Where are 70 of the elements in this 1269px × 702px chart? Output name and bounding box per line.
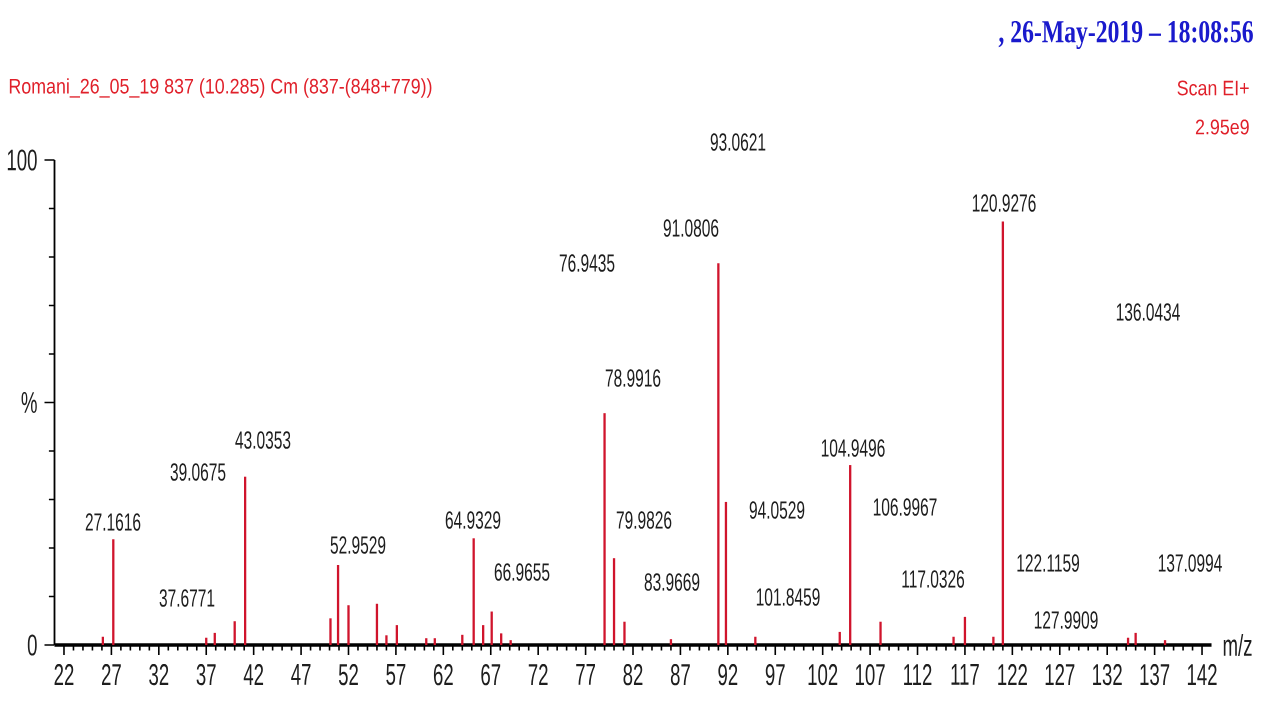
x-tick-label: 42 <box>243 664 264 685</box>
annotation: 101.8459 <box>756 588 820 606</box>
x-tick-label: 82 <box>623 664 643 686</box>
annotation: 37.6771 <box>159 589 215 607</box>
annotation: 76.9435 <box>559 254 615 272</box>
y-tick-label: 0 <box>27 634 37 656</box>
bar <box>1163 640 1167 645</box>
x-tick-label: 32 <box>149 664 169 686</box>
annotation: 83.9669 <box>644 573 700 591</box>
x-tick-label: 112 <box>904 664 932 685</box>
bar <box>879 621 882 645</box>
bar <box>952 636 955 645</box>
annotation: 27.1616 <box>85 513 141 531</box>
bar <box>754 636 757 645</box>
bar <box>992 636 995 645</box>
x-tick-label: 67 <box>481 664 501 686</box>
x-tick-label: 92 <box>718 664 738 686</box>
annotation: 94.0529 <box>749 501 805 519</box>
text: 2.95e9 <box>1195 119 1249 135</box>
annotation: 66.9655 <box>494 563 550 581</box>
annotation: 43.0353 <box>235 431 291 449</box>
annotation: 127.9909 <box>1034 611 1098 629</box>
bar <box>329 618 332 645</box>
annotation: 79.9826 <box>616 511 672 529</box>
x-tick-label: 102 <box>808 664 838 686</box>
annotation: 136.0434 <box>1116 303 1180 321</box>
x-tick-label: 87 <box>670 664 690 686</box>
x-tick-label: 62 <box>433 664 453 686</box>
x-tick-label: 27 <box>102 664 121 685</box>
annotation: 104.9496 <box>821 439 885 457</box>
x-tick-label: 117 <box>951 664 979 685</box>
annotation: 91.0806 <box>663 219 719 237</box>
bar <box>1134 632 1137 645</box>
bar <box>717 263 720 645</box>
annotation: 64.9329 <box>445 511 501 529</box>
bar <box>669 639 673 645</box>
x-tick-label: 77 <box>576 664 595 685</box>
x-axis-title: m/z <box>1223 633 1252 656</box>
annotation: 137.0994 <box>1158 554 1222 572</box>
x-tick-label: 47 <box>291 664 311 685</box>
x-tick-label: 137 <box>1140 664 1170 686</box>
x-tick-label: 107 <box>855 664 885 686</box>
x-tick-label: 52 <box>338 664 358 686</box>
bar <box>385 635 388 645</box>
text: Scan EI+ <box>1177 80 1249 96</box>
y-tick-label: 100 <box>7 149 37 171</box>
annotation: 78.9916 <box>605 369 661 387</box>
bar <box>603 413 606 645</box>
annotation: 52.9529 <box>330 536 386 554</box>
x-tick-label: 132 <box>1093 664 1122 686</box>
chart-title: , 26-May-2019 – 18:08:56 <box>998 20 1253 50</box>
chart-subtitle: Romani_26_05_19 837 (10.285) Cm (837-(848+779)) <box>9 78 432 98</box>
x-tick-label: 142 <box>1187 664 1217 685</box>
bar <box>347 605 350 645</box>
text: 93.0621 <box>710 133 766 151</box>
bar <box>509 640 512 645</box>
x-tick-label: 122 <box>998 664 1027 685</box>
y-axis-title: % <box>21 392 37 414</box>
x-tick-label: 72 <box>528 664 548 685</box>
x-tick-label: 97 <box>765 664 785 686</box>
x-tick-label: 22 <box>54 664 74 685</box>
x-tick-label: 57 <box>386 664 406 685</box>
annotation: 117.0326 <box>902 570 965 588</box>
annotation: 106.9967 <box>873 498 937 516</box>
x-tick-label: 37 <box>196 664 216 686</box>
x-tick-label: 127 <box>1045 664 1075 685</box>
annotation: 122.1159 <box>1017 554 1080 572</box>
annotation: 39.0675 <box>170 463 226 481</box>
bar <box>623 621 626 645</box>
annotation: 120.9276 <box>972 194 1036 212</box>
